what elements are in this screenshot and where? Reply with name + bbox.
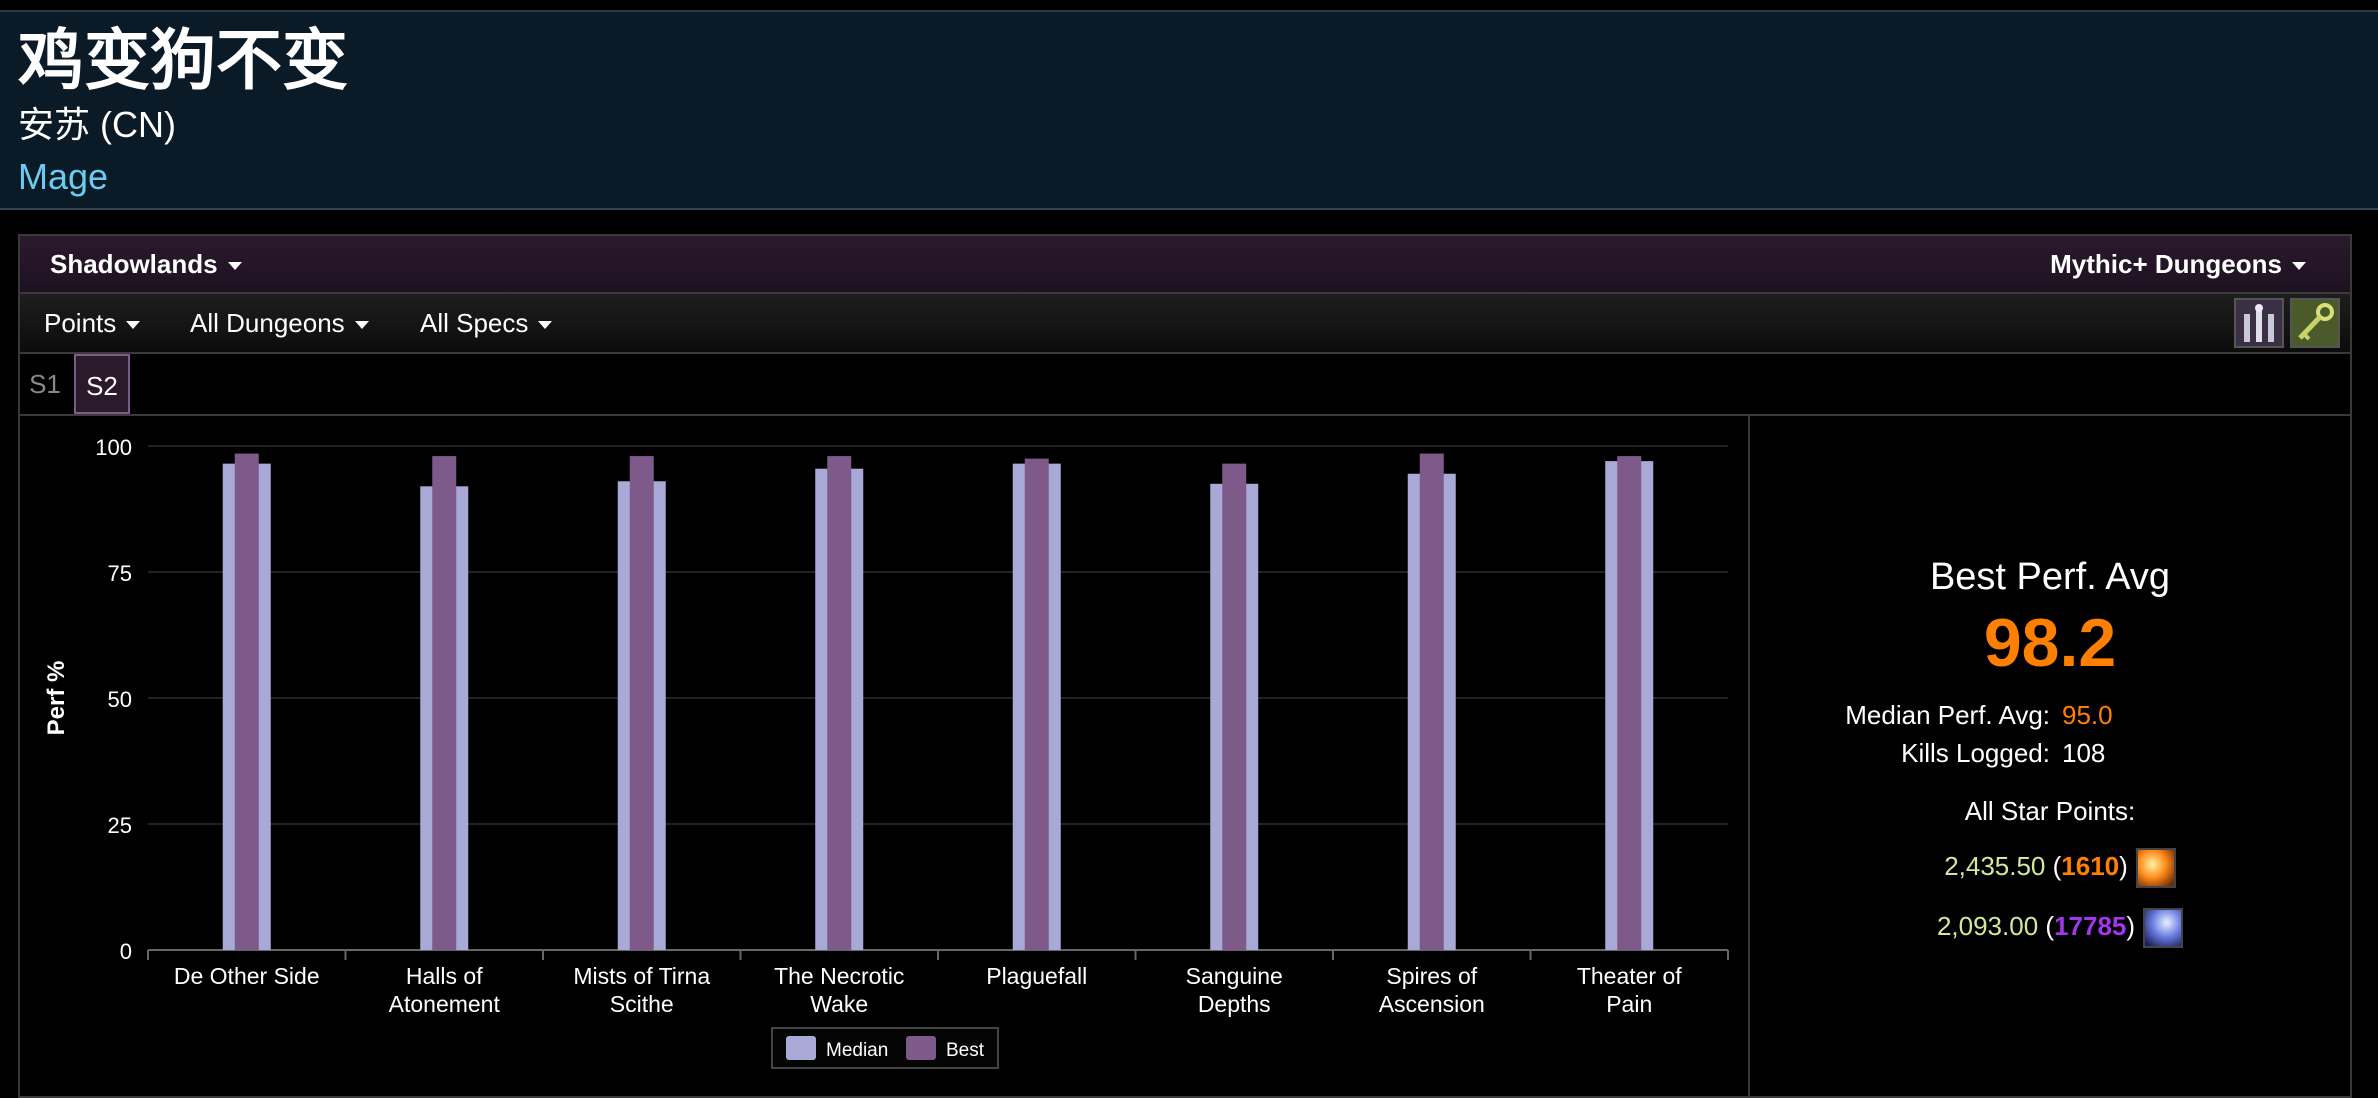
- metric-label: Points: [44, 308, 117, 338]
- fire-spell-icon: [2135, 848, 2176, 888]
- sub-filter-bar: Points All Dungeons All Specs: [20, 294, 2350, 354]
- dungeon-label: All Dungeons: [190, 308, 345, 338]
- star-points-row-1: 2,435.50 (1610): [1750, 848, 2370, 888]
- dungeon-dropdown[interactable]: All Dungeons: [190, 294, 369, 352]
- spec-dropdown[interactable]: All Specs: [420, 294, 553, 352]
- legend-swatch-median[interactable]: [786, 1036, 816, 1060]
- chevron-down-icon: [538, 321, 553, 330]
- tab-season-2[interactable]: S2: [74, 354, 130, 414]
- star-points-row-2: 2,093.00 (17785): [1750, 908, 2370, 948]
- chevron-down-icon: [2292, 262, 2306, 271]
- expansion-label: Shadowlands: [50, 249, 218, 279]
- spec-label: All Specs: [420, 308, 529, 338]
- best-bar[interactable]: [234, 453, 259, 950]
- legend-swatch-best[interactable]: [906, 1036, 936, 1060]
- x-tick-label: Atonement: [389, 991, 501, 1017]
- star-rank-value[interactable]: 17785: [2054, 910, 2127, 941]
- x-tick-label: Theater of: [1577, 963, 1682, 989]
- legend-label-best[interactable]: Best: [946, 1040, 985, 1061]
- tab-season-1[interactable]: S1: [29, 369, 61, 399]
- x-tick-label: Depths: [1198, 991, 1271, 1017]
- season-tabs: S1 S2: [20, 354, 2350, 416]
- best-bar[interactable]: [1024, 458, 1049, 950]
- character-name: 鸡变狗不变: [18, 23, 348, 97]
- best-perf-avg-label: Best Perf. Avg: [1929, 556, 2171, 598]
- x-tick-label: Wake: [810, 991, 868, 1017]
- zone-label: Mythic+ Dungeons: [2050, 249, 2282, 279]
- legend-label-median[interactable]: Median: [826, 1040, 888, 1061]
- x-tick-label: Sanguine: [1186, 963, 1283, 989]
- zone-dropdown[interactable]: Mythic+ Dungeons: [2050, 236, 2306, 292]
- rankings-panel: Shadowlands Mythic+ Dungeons Points All …: [18, 234, 2352, 1098]
- x-tick-label: The Necrotic: [774, 963, 904, 989]
- character-header: 鸡变狗不变 安苏 (CN) Mage: [0, 10, 2378, 210]
- x-tick-label: Spires of: [1386, 963, 1477, 989]
- y-tick-label: 100: [95, 435, 132, 460]
- y-tick-label: 25: [108, 813, 132, 838]
- chevron-down-icon: [227, 262, 242, 271]
- star-rank-value[interactable]: 1610: [2061, 850, 2120, 881]
- x-tick-label: Plaguefall: [986, 963, 1087, 989]
- best-bar[interactable]: [827, 456, 852, 950]
- best-bar[interactable]: [1617, 456, 1642, 950]
- panel-divider: [1748, 416, 1750, 1096]
- star-points-value: 2,093.00: [1936, 910, 2039, 941]
- character-realm: 安苏 (CN): [18, 104, 176, 145]
- x-tick-label: Scithe: [610, 991, 674, 1017]
- best-bar[interactable]: [1222, 463, 1247, 950]
- best-bar[interactable]: [1419, 453, 1444, 950]
- x-tick-label: Ascension: [1379, 991, 1485, 1017]
- frost-spell-icon: [2143, 908, 2184, 948]
- performance-chart: 0 25 50 75 100 Perf % De Other Side Halls of Ato…: [20, 416, 1748, 1096]
- star-points-value: 2,435.50: [1944, 850, 2046, 881]
- x-tick-label: Pain: [1606, 991, 1652, 1017]
- x-tick-label: De Other Side: [174, 963, 320, 989]
- raid-icon[interactable]: [2234, 298, 2284, 348]
- chevron-down-icon: [354, 321, 369, 330]
- key-icon[interactable]: [2290, 298, 2340, 348]
- best-bar[interactable]: [432, 456, 457, 950]
- y-tick-label: 75: [108, 561, 132, 586]
- x-tick-label: Mists of Tirna: [573, 963, 710, 989]
- x-tick-label: Halls of: [406, 963, 483, 989]
- metric-dropdown[interactable]: Points: [44, 294, 141, 352]
- stats-summary: Best Perf. Avg 98.2 Median Perf. Avg: 95…: [1750, 416, 2350, 1096]
- y-tick-label: 50: [108, 687, 132, 712]
- all-star-points-label: All Star Points:: [1964, 796, 2136, 826]
- kills-logged-value: 108: [2062, 738, 2106, 768]
- expansion-dropdown[interactable]: Shadowlands: [50, 236, 242, 292]
- y-axis-label: Perf %: [43, 661, 70, 736]
- character-class[interactable]: Mage: [18, 156, 109, 197]
- median-perf-value: 95.0: [2062, 700, 2113, 730]
- median-perf-label: Median Perf. Avg:: [1845, 700, 2050, 730]
- chevron-down-icon: [126, 321, 141, 330]
- best-bar[interactable]: [629, 456, 654, 950]
- best-perf-avg-value: 98.2: [1983, 605, 2117, 681]
- bar-chart: 0 25 50 75 100 Perf % De Other Side Halls ofAto…: [43, 435, 1729, 1069]
- top-filter-bar: Shadowlands Mythic+ Dungeons: [20, 236, 2350, 294]
- y-tick-label: 0: [120, 939, 132, 964]
- kills-logged-label: Kills Logged:: [1901, 738, 2050, 768]
